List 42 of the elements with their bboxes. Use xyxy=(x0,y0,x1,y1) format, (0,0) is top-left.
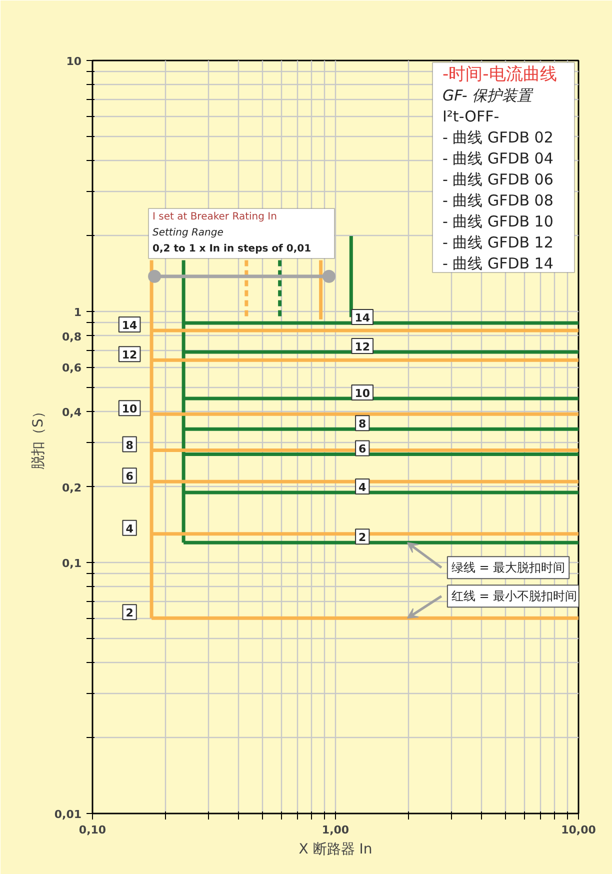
annotation: - 曲线 GFDB 06 xyxy=(442,170,554,188)
annotation: 14 xyxy=(354,311,370,324)
annotation: 2 xyxy=(126,606,134,620)
y-axis-title: 脱扣（S） xyxy=(30,404,46,470)
annotation: 6 xyxy=(358,442,367,456)
x-tick-label: 10,00 xyxy=(561,824,596,836)
annotation: - 曲线 GFDB 14 xyxy=(442,254,554,272)
annotation: - 曲线 GFDB 08 xyxy=(442,192,554,210)
x-tick-label: 1,00 xyxy=(322,824,350,836)
y-tick-label: 1 xyxy=(74,306,82,319)
annotation: - 曲线 GFDB 04 xyxy=(442,150,554,168)
annotation: 2 xyxy=(358,531,366,544)
annotation: 红线 = 最小不脱扣时间 xyxy=(451,589,578,604)
annotation: 绿线 = 最大脱扣时间 xyxy=(451,560,566,575)
annotation: 10 xyxy=(122,402,138,416)
annotation: 8 xyxy=(126,438,134,452)
annotation: Setting Range xyxy=(152,228,224,238)
annotation: I set at Breaker Rating In xyxy=(152,212,277,222)
chart-title: -时间-电流曲线 xyxy=(442,64,557,84)
annotation: 4 xyxy=(358,481,367,494)
x-tick-label: 0,10 xyxy=(78,824,106,836)
annotation: 10 xyxy=(354,387,370,400)
y-tick-label: 0,2 xyxy=(62,481,82,494)
annotation: 4 xyxy=(126,522,134,536)
annotation: 14 xyxy=(122,319,138,332)
x-axis-title: X 断路器 In xyxy=(298,842,372,858)
y-tick-label: 0,01 xyxy=(54,808,82,821)
y-tick-label: 10 xyxy=(66,55,82,68)
annotation: 12 xyxy=(354,340,370,354)
annotation: - 曲线 GFDB 10 xyxy=(442,212,554,230)
y-tick-label: 0,1 xyxy=(62,557,82,570)
annotation: I²t-OFF- xyxy=(442,108,500,126)
annotation: - 曲线 GFDB 12 xyxy=(442,234,554,252)
annotation: - 曲线 GFDB 02 xyxy=(442,128,554,146)
y-tick-label: 0,4 xyxy=(62,406,82,419)
annotation: 6 xyxy=(126,470,134,484)
y-tick-label: 0,6 xyxy=(62,362,82,375)
annotation: 0,2 to 1 x In in steps of 0,01 xyxy=(152,244,312,254)
annotation: 12 xyxy=(122,348,138,362)
y-tick-label: 0,8 xyxy=(62,330,82,344)
annotation: 8 xyxy=(358,418,366,431)
text: GF- 保护装置 xyxy=(442,86,534,104)
